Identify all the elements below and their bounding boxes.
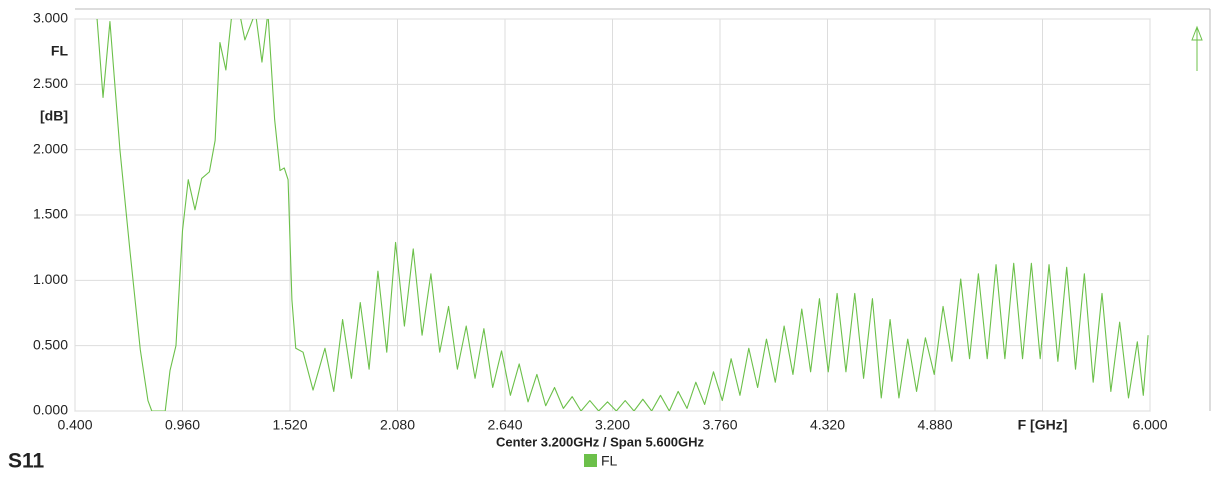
y-tick-label: 2.500	[33, 75, 68, 91]
y-tick-label: 0.500	[33, 336, 68, 352]
plot-layer	[96, 19, 1149, 411]
y-tick-label: 3.000	[33, 10, 68, 26]
x-tick-label: 0.960	[165, 417, 200, 433]
y-tick-label: 1.000	[33, 271, 68, 287]
y-label: FL	[51, 43, 69, 59]
x-tick-label: 4.880	[917, 417, 952, 433]
subtitle: Center 3.200GHz / Span 5.600GHz	[496, 434, 705, 449]
x-tick-label: 0.400	[57, 417, 92, 433]
x-tick-label: 4.320	[810, 417, 845, 433]
y-tick-label: 1.500	[33, 206, 68, 222]
marker-arrow	[1191, 25, 1203, 71]
x-tick-label: 2.640	[487, 417, 522, 433]
x-tick-label: 3.200	[595, 417, 630, 433]
y-unit: [dB]	[40, 108, 68, 124]
x-tick-label: 3.760	[702, 417, 737, 433]
x-tick-label: 6.000	[1132, 417, 1167, 433]
x-tick-label: F [GHz]	[1018, 417, 1068, 433]
y-tick-label: 0.000	[33, 402, 68, 418]
legend-label: FL	[601, 453, 618, 469]
x-tick-label: 2.080	[380, 417, 415, 433]
x-tick-label: 1.520	[272, 417, 307, 433]
chart-title: S11	[8, 450, 45, 473]
series-line	[96, 19, 1149, 411]
y-tick-label: 2.000	[33, 140, 68, 156]
legend-swatch	[584, 454, 597, 467]
